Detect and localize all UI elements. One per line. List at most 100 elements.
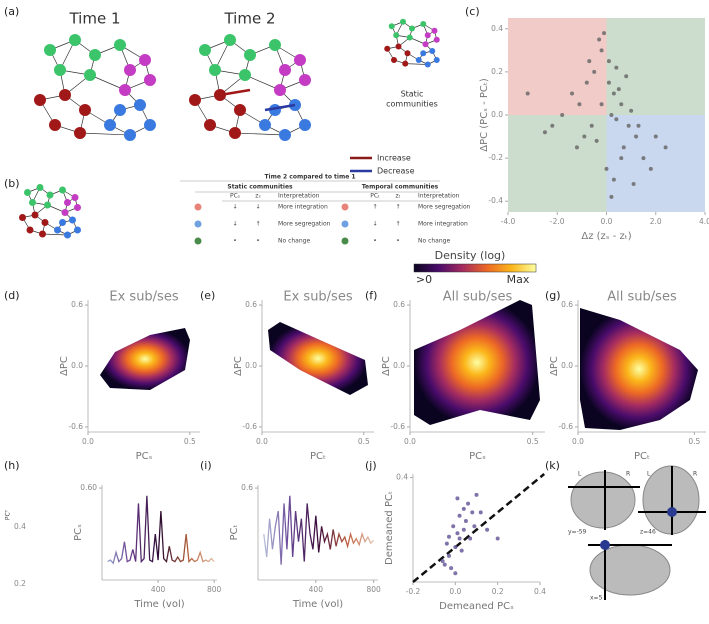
point — [459, 548, 464, 553]
node — [36, 184, 44, 191]
edge — [264, 103, 296, 112]
x-tick-label: 800 — [366, 585, 381, 594]
chart-title: Ex sub/ses — [109, 290, 178, 305]
y-tick-label: 0.6 — [561, 300, 573, 309]
node — [294, 54, 306, 66]
node — [54, 226, 61, 234]
identity-line — [412, 473, 546, 583]
x-tick-label: -4.0 — [501, 217, 516, 226]
x-tick-label: 0.4 — [534, 587, 546, 596]
point — [606, 80, 611, 85]
column-header: Interpretation — [278, 193, 320, 200]
node — [229, 127, 241, 139]
colorbar — [413, 263, 537, 273]
point — [560, 113, 565, 117]
y-axis-label: ΔPC (PCₛ - PCₜ) — [479, 78, 490, 152]
point — [453, 571, 458, 576]
node — [71, 194, 79, 201]
x-axis-label: Time (vol) — [292, 599, 343, 610]
point — [455, 531, 460, 536]
y-tick-label: 0.4 — [491, 24, 503, 33]
y-tick-label: -0.6 — [242, 422, 257, 431]
cell: ↑ — [372, 204, 377, 211]
x-tick-label: 400 — [309, 585, 324, 594]
node — [402, 60, 409, 67]
point — [463, 519, 468, 524]
x-tick-label: 0.5 — [688, 437, 700, 446]
table-title: Time 2 compared to time 1 — [264, 174, 355, 181]
orientation: R — [626, 471, 630, 478]
row-dot — [194, 203, 202, 211]
point — [648, 166, 653, 171]
cell: ↑ — [395, 204, 400, 211]
panel-label: (a) — [4, 5, 19, 18]
node — [114, 104, 126, 116]
panel-label: (j) — [365, 459, 377, 472]
point — [470, 510, 475, 515]
node — [433, 57, 440, 63]
node — [74, 127, 86, 139]
slice-label: x=5 — [590, 595, 603, 602]
panel-label: (f) — [365, 289, 377, 302]
y-tick-label: 0.60 — [80, 483, 97, 492]
point — [542, 130, 547, 135]
series-line — [263, 495, 375, 565]
node — [406, 34, 413, 41]
edge — [219, 88, 251, 97]
node — [299, 74, 311, 86]
x-tick-label: 400 — [151, 585, 166, 594]
node — [433, 36, 440, 43]
y-tick-label: -0.6 — [68, 422, 83, 431]
x-tick-label: 0.0 — [449, 587, 461, 596]
node — [64, 199, 71, 206]
node — [41, 219, 49, 226]
node — [39, 230, 46, 238]
edge — [244, 74, 281, 91]
row-dot — [194, 237, 202, 245]
node — [204, 119, 216, 131]
x-tick-label: 4.0 — [699, 217, 709, 226]
x-tick-label: 0.0 — [601, 217, 613, 226]
x-axis-label: Δz (zₛ - zₜ) — [581, 231, 631, 242]
panel-label: (b) — [4, 177, 20, 190]
node — [54, 64, 66, 76]
cell: More segregation — [418, 204, 471, 211]
point — [631, 181, 636, 186]
point — [621, 145, 626, 150]
quadrant — [508, 115, 607, 212]
node — [144, 74, 156, 86]
table: Time 2 compared to time 1 Static communit… — [180, 174, 471, 245]
point — [609, 194, 614, 199]
x-tick-label: 0.5 — [184, 437, 196, 446]
point — [457, 513, 462, 518]
cell: No change — [418, 238, 450, 245]
column-header: Interpretation — [418, 193, 460, 200]
point — [636, 123, 641, 128]
x-axis-label: PCₜ — [310, 451, 326, 462]
cell: More integration — [278, 204, 328, 211]
x-tick-label: 0.2 — [492, 587, 504, 596]
x-tick-label: 0.5 — [527, 437, 539, 446]
point — [584, 80, 589, 85]
y-tick-label: -0.6 — [390, 422, 405, 431]
colorbar-max: Max — [507, 273, 530, 286]
panel-label: (i) — [200, 459, 212, 472]
cell: • — [373, 238, 377, 245]
node — [395, 43, 402, 50]
point — [594, 138, 599, 143]
panel-label: (d) — [4, 289, 20, 302]
networks — [19, 18, 440, 239]
point — [444, 541, 449, 546]
point — [609, 113, 614, 117]
chart-title: All sub/ses — [443, 290, 513, 305]
colorbar-title: Density (log) — [435, 249, 506, 262]
edge — [42, 233, 68, 236]
quadrant — [508, 18, 607, 115]
node — [144, 119, 156, 131]
row-dot — [194, 220, 202, 228]
y-tick-label: 0.0 — [393, 361, 405, 370]
x-tick-label: -0.2 — [406, 587, 421, 596]
cell: ↓ — [255, 204, 260, 211]
x-axis-label: PCₛ — [469, 451, 486, 462]
node — [393, 32, 400, 39]
